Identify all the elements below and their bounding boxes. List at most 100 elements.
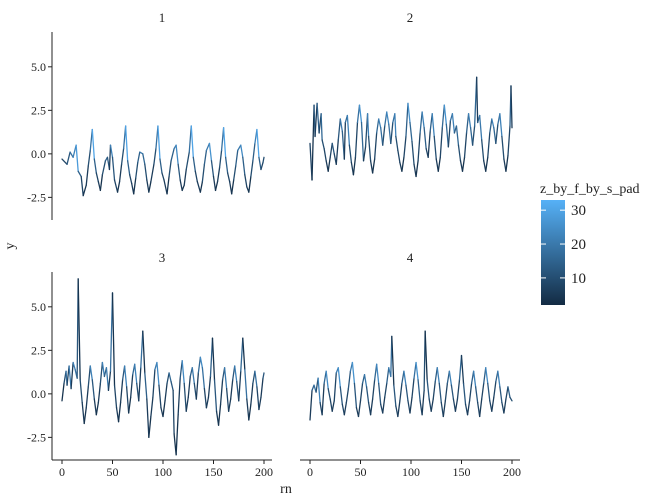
line-segment	[436, 367, 440, 385]
line-segment	[211, 337, 216, 381]
line-segment	[199, 181, 204, 193]
line-segment	[162, 400, 166, 418]
line-segment	[157, 125, 161, 160]
series-line	[61, 278, 265, 456]
line-segment	[321, 382, 325, 416]
line-segment	[405, 102, 409, 138]
line-segment	[79, 379, 83, 404]
line-segment	[510, 85, 513, 129]
line-segment	[311, 104, 315, 181]
line-segment	[210, 160, 215, 178]
line-segment	[431, 113, 435, 138]
line-segment	[230, 379, 234, 400]
line-segment	[181, 184, 185, 192]
line-segment	[190, 125, 194, 158]
facet-panel-4: 4 0 50 100 150 200	[300, 250, 521, 479]
line-segment	[317, 377, 321, 404]
line-segment	[175, 144, 179, 165]
line-segment	[262, 372, 265, 379]
line-segment	[218, 149, 223, 169]
line-segment	[390, 121, 394, 145]
line-segment	[479, 114, 483, 141]
line-segment	[250, 382, 254, 405]
line-segment	[159, 158, 163, 174]
line-segment	[451, 113, 456, 134]
line-segment	[260, 377, 264, 398]
line-segment	[351, 361, 356, 385]
line-segment	[216, 167, 221, 183]
line-segment	[217, 403, 222, 426]
line-segment	[460, 354, 465, 385]
line-segment	[417, 379, 421, 402]
line-segment	[507, 386, 511, 398]
line-segment	[146, 398, 150, 439]
line-segment	[503, 398, 507, 414]
line-segment	[142, 330, 146, 374]
line-segment	[362, 146, 367, 162]
line-segment	[417, 132, 421, 162]
line-segment	[373, 132, 378, 160]
line-segment	[89, 365, 93, 381]
line-segment	[191, 367, 195, 385]
line-segment	[357, 400, 362, 418]
line-segment	[339, 386, 343, 405]
y-tick-label: -2.5	[27, 190, 46, 204]
line-segment	[365, 386, 370, 404]
y-tick-label: -2.5	[27, 430, 46, 444]
line-segment	[150, 396, 154, 418]
line-segment	[450, 384, 455, 400]
facet-strip-label: 4	[407, 250, 414, 265]
line-segment	[258, 396, 262, 411]
line-segment	[144, 372, 148, 400]
line-segment	[403, 370, 407, 386]
line-segment	[201, 367, 206, 390]
line-segment	[128, 396, 132, 414]
line-segment	[172, 389, 175, 435]
line-segment	[394, 113, 397, 138]
line-segment	[472, 370, 477, 388]
line-segment	[91, 379, 95, 400]
line-segment	[366, 113, 370, 138]
line-segment	[87, 365, 91, 388]
line-segment	[158, 384, 162, 409]
line-segment	[505, 154, 509, 172]
line-segment	[219, 379, 224, 405]
line-segment	[386, 367, 390, 385]
line-segment	[466, 400, 471, 416]
line-segment	[323, 147, 327, 162]
line-segment	[91, 128, 95, 160]
line-segment	[403, 135, 407, 158]
line-segment	[134, 363, 138, 385]
series-line	[309, 76, 513, 181]
line-segment	[314, 102, 318, 138]
line-segment	[197, 356, 202, 374]
line-segment	[463, 132, 468, 158]
y-axis-title: y	[3, 243, 18, 250]
y-tick-label: 5.0	[31, 300, 46, 314]
line-segment	[75, 144, 79, 172]
line-segment	[195, 372, 200, 400]
line-segment	[401, 156, 405, 172]
line-segment	[397, 149, 401, 164]
facet-strip-label: 3	[159, 250, 166, 265]
line-segment	[371, 379, 376, 400]
line-segment	[238, 370, 242, 402]
line-segment	[378, 382, 382, 405]
line-segment	[309, 389, 313, 421]
legend-title: z_by_f_by_s_pad	[540, 182, 640, 197]
line-segment	[242, 156, 246, 176]
line-segment	[212, 175, 217, 192]
line-segment	[146, 179, 150, 193]
line-segment	[354, 121, 359, 158]
line-segment	[353, 382, 358, 409]
line-segment	[164, 382, 168, 402]
y-tick-label: 5.0	[31, 60, 46, 74]
line-segment	[205, 396, 210, 409]
line-segment	[138, 367, 142, 402]
line-segment	[468, 382, 473, 402]
line-segment	[485, 156, 489, 172]
line-segment	[356, 104, 361, 124]
line-segment	[144, 163, 148, 181]
line-segment	[108, 144, 112, 171]
facet-strip-label: 2	[407, 10, 414, 25]
